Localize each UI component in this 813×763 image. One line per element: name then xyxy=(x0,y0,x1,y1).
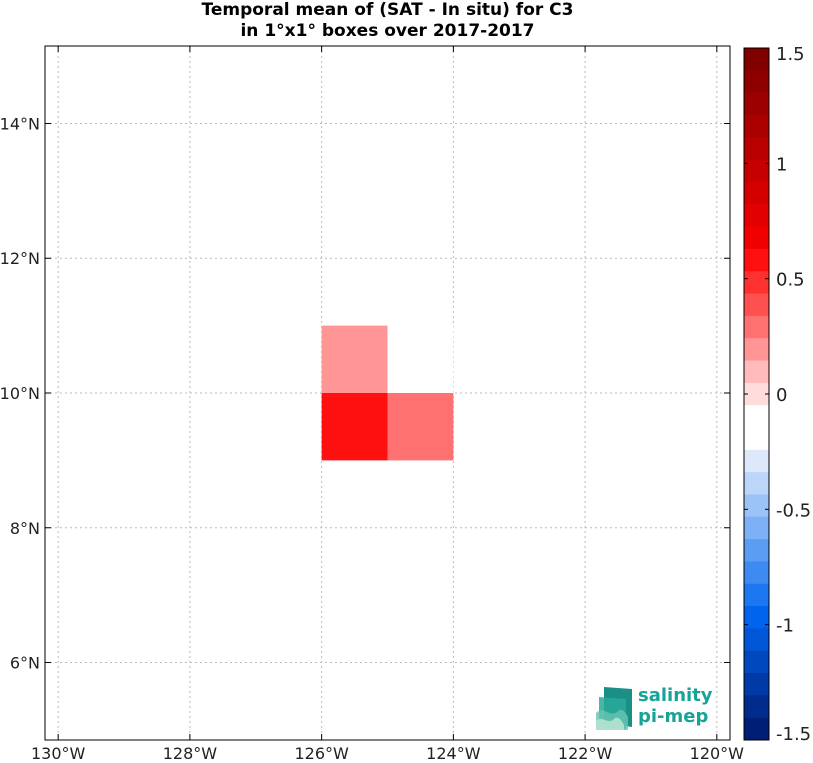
colorbar-segment xyxy=(744,114,769,138)
colorbar-segment xyxy=(744,561,769,585)
y-tick-label: 12°N xyxy=(0,249,40,268)
plot-frame xyxy=(44,45,731,741)
colorbar-tick-label: -1 xyxy=(776,616,794,637)
x-tick-label: 120°W xyxy=(690,744,745,763)
x-tick-label: 122°W xyxy=(558,744,613,763)
colorbar-segment xyxy=(744,673,769,696)
colorbar-segment xyxy=(744,248,769,272)
chart-title-line1: Temporal mean of (SAT - In situ) for C3 xyxy=(201,0,574,20)
x-tick-label: 126°W xyxy=(294,744,349,763)
x-tick-label: 128°W xyxy=(163,744,218,763)
colorbar-segment xyxy=(744,382,769,406)
colorbar-segment xyxy=(744,516,769,540)
colorbar-segment xyxy=(744,159,769,183)
heatmap-cell xyxy=(387,325,454,393)
salinity-pi-mep-logo: salinity pi-mep xyxy=(596,683,726,731)
y-tick-label: 14°N xyxy=(0,114,40,133)
colorbar-segment xyxy=(744,539,769,562)
colorbar-tick-label: -0.5 xyxy=(776,500,811,521)
logo-text-pi-mep: pi-mep xyxy=(638,706,709,727)
axis-ticks: 130°W 128°W 126°W 124°W 122°W 120°W 6°N 8°N 10°N… xyxy=(0,46,744,763)
colorbar-segment xyxy=(744,137,769,161)
colorbar-segment xyxy=(744,48,769,71)
heatmap-cell xyxy=(387,393,454,461)
logo-text-salinity: salinity xyxy=(638,685,713,706)
heatmap-cell xyxy=(321,325,388,393)
colorbar-tick-label: 1.5 xyxy=(776,44,805,65)
colorbar-segment xyxy=(744,92,769,116)
y-tick-label: 8°N xyxy=(10,519,40,538)
y-tick-label: 10°N xyxy=(0,384,40,403)
heatmap-cells xyxy=(321,325,454,461)
chart-title: Temporal mean of (SAT - In situ) for C3 … xyxy=(45,0,730,42)
x-tick-label: 130°W xyxy=(31,744,86,763)
logo-mark-icon xyxy=(596,687,632,730)
y-tick-label: 6°N xyxy=(10,654,40,673)
colorbar: 1.5 1 0.5 0 -0.5 -1 -1.5 xyxy=(743,44,811,745)
x-tick-label: 124°W xyxy=(426,744,481,763)
colorbar-tick-label: 0 xyxy=(776,385,787,406)
colorbar-segment xyxy=(744,583,769,607)
colorbar-segment xyxy=(744,360,769,384)
colorbar-segment xyxy=(744,226,769,250)
colorbar-segment xyxy=(744,717,769,741)
colorbar-tick-label: -1.5 xyxy=(776,724,811,745)
colorbar-segment xyxy=(744,650,769,674)
colorbar-tick-label: 1 xyxy=(776,154,787,175)
colorbar-segment xyxy=(744,204,769,228)
colorbar-segment xyxy=(744,606,769,629)
chart-title-line2: in 1°x1° boxes over 2017-2017 xyxy=(240,21,535,41)
colorbar-segment xyxy=(744,628,769,652)
colorbar-segment xyxy=(744,315,769,339)
colorbar-segment xyxy=(744,449,769,473)
colorbar-segment xyxy=(744,427,769,451)
colorbar-segment xyxy=(744,472,769,495)
colorbar-segment xyxy=(744,181,769,205)
colorbar-segment xyxy=(744,695,769,719)
colorbar-segment xyxy=(744,271,769,295)
heatmap-cell xyxy=(321,393,388,461)
colorbar-segment xyxy=(744,293,769,317)
colorbar-segment xyxy=(744,494,769,518)
colorbar-segment xyxy=(744,70,769,94)
colorbar-tick-label: 0.5 xyxy=(776,270,805,291)
colorbar-segment xyxy=(744,405,769,428)
colorbar-segment xyxy=(744,338,769,362)
